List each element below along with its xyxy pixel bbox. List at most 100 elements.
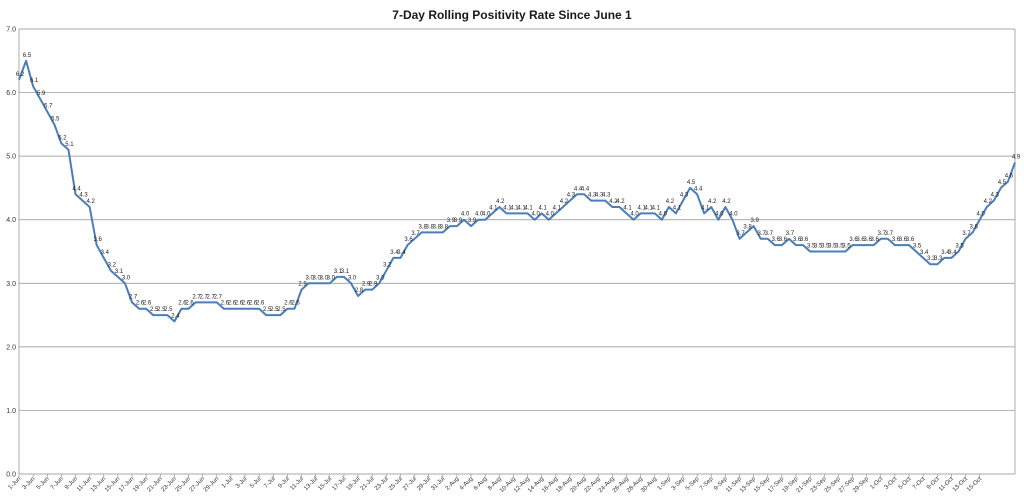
data-label: 3.5 bbox=[807, 244, 816, 250]
data-label: 3.6 bbox=[404, 237, 413, 243]
data-label: 3.8 bbox=[743, 224, 752, 230]
data-label: 4.3 bbox=[595, 193, 604, 199]
grid-layer bbox=[19, 28, 1015, 475]
data-label: 3.4 bbox=[948, 250, 957, 256]
data-label: 3.9 bbox=[468, 218, 477, 224]
data-label: 3.1 bbox=[341, 269, 350, 275]
data-label: 4.5 bbox=[687, 180, 696, 186]
data-label: 4.4 bbox=[574, 186, 583, 192]
data-label: 3.7 bbox=[411, 231, 420, 237]
data-label: 4.0 bbox=[461, 212, 470, 218]
data-label: 4.1 bbox=[489, 205, 498, 211]
data-label-layer: 6.26.56.15.95.75.55.25.14.44.34.23.63.43… bbox=[16, 53, 1021, 320]
data-label: 4.1 bbox=[553, 205, 562, 211]
data-label: 4.3 bbox=[567, 193, 576, 199]
data-label: 4.0 bbox=[659, 212, 668, 218]
data-label: 4.0 bbox=[977, 212, 986, 218]
data-label: 2.5 bbox=[164, 307, 173, 313]
data-label: 3.0 bbox=[313, 275, 322, 281]
data-label: 2.5 bbox=[150, 307, 159, 313]
chart-title: 7-Day Rolling Positivity Rate Since June… bbox=[392, 8, 632, 22]
data-label: 3.3 bbox=[927, 256, 936, 262]
data-label: 4.1 bbox=[637, 205, 646, 211]
data-label: 4.1 bbox=[510, 205, 519, 211]
data-label: 3.6 bbox=[849, 237, 858, 243]
data-label: 3.8 bbox=[440, 224, 449, 230]
data-label: 3.8 bbox=[418, 224, 427, 230]
data-label: 2.6 bbox=[185, 301, 194, 307]
data-label: 4.1 bbox=[517, 205, 526, 211]
data-label: 3.7 bbox=[962, 231, 971, 237]
data-label: 4.2 bbox=[984, 199, 993, 205]
data-label: 3.8 bbox=[426, 224, 435, 230]
data-label: 2.5 bbox=[157, 307, 166, 313]
data-label: 3.4 bbox=[397, 250, 406, 256]
y-tick-label: 0.0 bbox=[6, 472, 16, 479]
data-label: 2.6 bbox=[136, 301, 145, 307]
data-label: 3.6 bbox=[772, 237, 781, 243]
data-label: 3.3 bbox=[934, 256, 943, 262]
data-label: 4.2 bbox=[496, 199, 505, 205]
data-label: 3.2 bbox=[383, 263, 392, 269]
data-label: 3.5 bbox=[835, 244, 844, 250]
data-label: 4.2 bbox=[708, 199, 717, 205]
data-label: 2.9 bbox=[369, 282, 378, 288]
data-label: 4.1 bbox=[503, 205, 512, 211]
data-label: 3.5 bbox=[842, 244, 851, 250]
data-label: 2.9 bbox=[362, 282, 371, 288]
data-label: 3.5 bbox=[828, 244, 837, 250]
data-label: 2.5 bbox=[263, 307, 272, 313]
data-label: 5.7 bbox=[44, 104, 53, 110]
data-label: 3.7 bbox=[736, 231, 745, 237]
data-label: 3.6 bbox=[800, 237, 809, 243]
y-tick-label: 3.0 bbox=[6, 281, 16, 288]
data-label: 2.6 bbox=[249, 301, 258, 307]
y-tick-label: 2.0 bbox=[6, 344, 16, 351]
series-layer bbox=[18, 59, 1016, 323]
data-label: 6.1 bbox=[30, 78, 39, 84]
data-label: 4.4 bbox=[581, 186, 590, 192]
data-label: 4.4 bbox=[694, 186, 703, 192]
data-label: 4.3 bbox=[991, 193, 1000, 199]
data-label: 5.5 bbox=[51, 116, 60, 122]
y-tick-label: 7.0 bbox=[6, 27, 16, 34]
data-label: 4.4 bbox=[72, 186, 81, 192]
data-label: 2.5 bbox=[277, 307, 286, 313]
data-label: 3.6 bbox=[899, 237, 908, 243]
data-label: 3.6 bbox=[793, 237, 802, 243]
data-label: 3.6 bbox=[892, 237, 901, 243]
data-label: 4.1 bbox=[701, 205, 710, 211]
data-label: 3.4 bbox=[920, 250, 929, 256]
data-label: 3.7 bbox=[786, 231, 795, 237]
data-label: 3.1 bbox=[334, 269, 343, 275]
data-label: 4.2 bbox=[609, 199, 618, 205]
data-label: 2.7 bbox=[207, 294, 216, 300]
data-label: 3.1 bbox=[115, 269, 124, 275]
data-label: 2.4 bbox=[171, 313, 180, 319]
data-label: 2.6 bbox=[228, 301, 237, 307]
data-label: 3.5 bbox=[955, 244, 964, 250]
data-label: 3.7 bbox=[765, 231, 774, 237]
data-label: 3.7 bbox=[878, 231, 887, 237]
data-label: 4.5 bbox=[998, 180, 1007, 186]
data-label: 3.5 bbox=[821, 244, 830, 250]
data-label: 4.0 bbox=[546, 212, 555, 218]
data-label: 4.0 bbox=[531, 212, 540, 218]
data-label: 5.1 bbox=[65, 142, 74, 148]
data-label: 4.3 bbox=[588, 193, 597, 199]
data-label: 4.1 bbox=[673, 205, 682, 211]
data-label: 3.9 bbox=[454, 218, 463, 224]
data-label: 4.0 bbox=[715, 212, 724, 218]
data-label: 2.7 bbox=[214, 294, 223, 300]
data-label: 4.3 bbox=[79, 193, 88, 199]
data-label: 3.8 bbox=[433, 224, 442, 230]
data-label: 4.1 bbox=[539, 205, 548, 211]
data-label: 3.6 bbox=[863, 237, 872, 243]
data-label: 2.7 bbox=[129, 294, 138, 300]
data-label: 2.6 bbox=[235, 301, 244, 307]
data-label: 4.2 bbox=[86, 199, 95, 205]
data-label: 5.2 bbox=[58, 135, 67, 141]
data-label: 4.0 bbox=[475, 212, 484, 218]
data-label: 3.0 bbox=[327, 275, 336, 281]
